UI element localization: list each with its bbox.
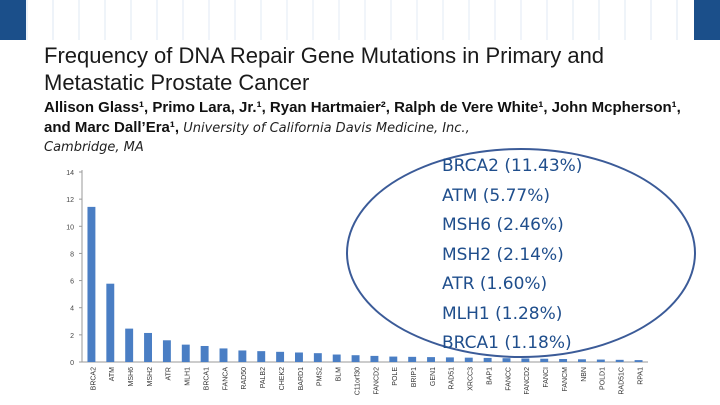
bar — [596, 359, 605, 362]
bar — [578, 359, 586, 362]
x-tick-label: FANCA — [222, 367, 229, 391]
x-tick-label: ATR — [166, 367, 173, 380]
bar — [408, 356, 417, 362]
top-gene-item: BRCA1 (1.18%) — [442, 333, 572, 353]
x-tick-label: BRCA1 — [203, 367, 210, 390]
x-tick-label: CHEK2 — [279, 367, 286, 390]
bar — [219, 348, 228, 362]
bar — [521, 358, 530, 362]
bar — [615, 359, 624, 362]
x-tick-label: RAD51 — [449, 367, 456, 390]
x-tick-label: RAD50 — [241, 367, 248, 390]
bar — [445, 357, 454, 362]
x-tick-label: GEN1 — [430, 367, 437, 386]
x-tick-label: BRCA2 — [90, 367, 97, 390]
top-gene-item: MLH1 (1.28%) — [442, 303, 563, 324]
top-genes-list: BRCA2 (11.43%) ATM (5.77%) MSH6 (2.46%) MSH… — [442, 152, 582, 359]
x-tick-label: PMS2 — [317, 367, 324, 386]
x-tick-label: POLD1 — [600, 367, 607, 390]
bar — [540, 358, 549, 362]
callout-ellipse — [346, 148, 696, 358]
x-tick-label: MSH6 — [128, 367, 135, 387]
header-accent-left — [0, 0, 26, 40]
affiliation-line2: Cambridge, MA — [44, 140, 144, 155]
x-tick-label: FANCM — [562, 367, 569, 392]
bar — [351, 355, 360, 362]
affiliation-line1: University of California Davis Medicine,… — [183, 121, 470, 136]
x-tick-label: BLM — [336, 367, 343, 382]
bar — [200, 345, 209, 362]
x-tick-label: XRCC3 — [468, 367, 475, 391]
y-tick-label: 4 — [70, 306, 74, 313]
y-tick-label: 0 — [70, 360, 74, 367]
bar — [389, 356, 398, 362]
y-tick-label: 2 — [70, 333, 74, 340]
bar — [634, 360, 643, 362]
x-tick-label: FANCC — [505, 367, 512, 391]
bar — [106, 283, 115, 362]
header-accent-right — [694, 0, 720, 40]
x-tick-label: NBN — [581, 367, 588, 382]
bar — [276, 351, 285, 362]
authors: Allison Glass¹, Primo Lara, Jr.¹, Ryan H… — [44, 99, 681, 136]
y-tick-label: 6 — [70, 279, 74, 286]
x-tick-label: RPA1 — [637, 367, 644, 385]
x-tick-label: FANCD2 — [373, 367, 380, 395]
bar — [144, 332, 152, 362]
bar — [483, 357, 492, 362]
slide-title: Frequency of DNA Repair Gene Mutations i… — [44, 43, 605, 95]
bar — [502, 358, 511, 362]
top-gene-item: MSH6 (2.46%) — [442, 215, 564, 235]
bar — [238, 350, 247, 362]
top-gene-item: BRCA2 (11.43%) — [442, 156, 583, 176]
y-tick-label: 8 — [70, 251, 74, 258]
bar — [257, 351, 266, 362]
x-tick-label: BARD1 — [298, 367, 305, 390]
bar — [313, 353, 322, 362]
bar — [427, 357, 435, 362]
x-tick-label: RAD51C — [619, 367, 626, 395]
bar — [181, 344, 190, 362]
x-tick-label: FANCD2 — [524, 367, 531, 395]
header-pattern — [0, 0, 720, 40]
x-tick-label: BAP1 — [486, 367, 493, 385]
y-tick-label: 12 — [66, 197, 74, 204]
bar — [370, 355, 379, 362]
bar — [295, 352, 303, 362]
x-tick-label: C11orf30 — [354, 367, 361, 395]
x-tick-label: ATM — [109, 367, 116, 381]
bar — [559, 359, 568, 362]
x-tick-label: MSH2 — [147, 367, 154, 387]
top-gene-item: ATR (1.60%) — [442, 274, 548, 294]
top-gene-item: MSH2 (2.14%) — [442, 244, 564, 265]
y-tick-label: 14 — [66, 170, 74, 177]
author-line: Allison Glass¹, Primo Lara, Jr.¹, Ryan H… — [44, 98, 704, 139]
bar — [162, 340, 171, 362]
bar — [332, 354, 341, 362]
top-gene-item: ATM (5.77%) — [442, 185, 551, 206]
x-tick-label: POLE — [392, 367, 399, 386]
x-tick-label: PALB2 — [260, 367, 267, 388]
bar — [87, 206, 96, 362]
y-tick-label: 10 — [66, 224, 74, 231]
x-tick-label: MLH1 — [185, 367, 192, 386]
bar — [125, 328, 134, 362]
x-tick-label: BRIP1 — [411, 367, 418, 387]
x-tick-label: FANCI — [543, 367, 550, 388]
bar — [464, 357, 473, 362]
